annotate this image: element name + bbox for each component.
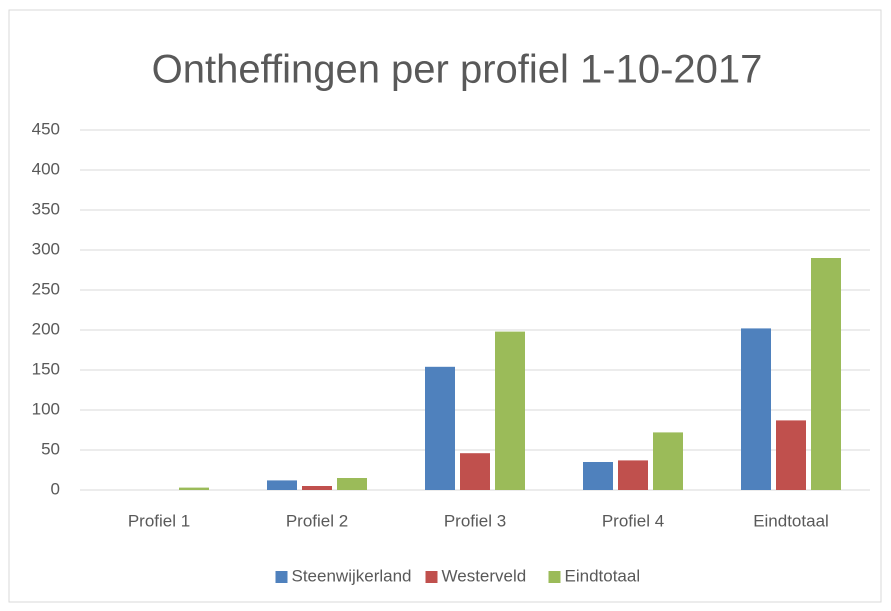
- x-tick-label: Profiel 3: [444, 511, 506, 530]
- legend-label: Steenwijkerland: [292, 566, 412, 585]
- legend-swatch: [548, 571, 561, 583]
- bar: [302, 486, 332, 490]
- bar: [776, 420, 806, 490]
- bar: [741, 328, 771, 490]
- bar: [267, 480, 297, 490]
- legend-label: Westerveld: [442, 566, 527, 585]
- bar: [460, 453, 490, 490]
- x-tick-label: Profiel 1: [128, 511, 190, 530]
- y-tick-label: 350: [32, 199, 60, 218]
- bar: [583, 462, 613, 490]
- y-tick-label: 300: [32, 239, 60, 258]
- chart-title: Ontheffingen per profiel 1-10-2017: [152, 48, 763, 92]
- y-tick-label: 200: [32, 319, 60, 338]
- legend-swatch: [275, 571, 288, 583]
- y-tick-label: 100: [32, 399, 60, 418]
- y-tick-label: 150: [32, 359, 60, 378]
- y-tick-label: 400: [32, 159, 60, 178]
- y-tick-label: 0: [51, 479, 60, 498]
- legend-swatch: [425, 571, 438, 583]
- x-tick-label: Eindtotaal: [753, 511, 829, 530]
- bar: [618, 460, 648, 490]
- y-tick-label: 50: [41, 439, 60, 458]
- legend-label: Eindtotaal: [565, 566, 641, 585]
- y-tick-label: 250: [32, 279, 60, 298]
- bar: [337, 478, 367, 490]
- bar: [653, 432, 683, 490]
- bar: [495, 331, 525, 490]
- bar: [425, 366, 455, 490]
- chart-border: [8, 9, 882, 603]
- y-tick-label: 450: [32, 119, 60, 138]
- bar: [811, 258, 841, 490]
- x-tick-label: Profiel 4: [602, 511, 664, 530]
- bar: [179, 487, 209, 490]
- x-tick-label: Profiel 2: [286, 511, 348, 530]
